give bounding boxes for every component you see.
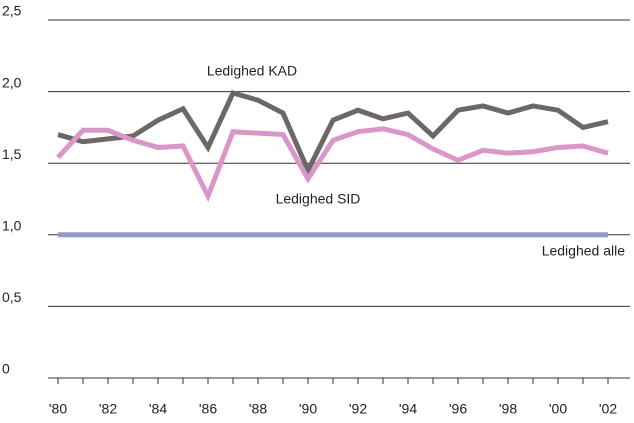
y-tick-label: 1,5 [2,146,22,162]
x-tick-label: '94 [399,401,417,417]
x-tick-label: '96 [449,401,467,417]
series-label: Ledighed SID [276,191,361,207]
x-tick-label: '80 [49,401,67,417]
x-tick-label: '82 [99,401,117,417]
x-tick-label: '84 [149,401,167,417]
y-tick-label: 0,5 [2,289,22,305]
y-tick-label: 2,5 [2,3,22,19]
x-tick-label: '88 [249,401,267,417]
y-tick-label: 1,0 [2,218,22,234]
y-tick-label: 2,0 [2,74,22,90]
x-tick-label: '92 [349,401,367,417]
x-tick-label: '86 [199,401,217,417]
series-line [56,126,609,203]
x-tick-label: '90 [299,401,317,417]
x-tick-label: '98 [499,401,517,417]
y-tick-label: 0 [2,361,10,377]
series-line [57,90,609,177]
x-tick-label: '02 [599,401,617,417]
series-label: Ledighed KAD [207,63,297,79]
series-label: Ledighed alle [542,243,626,259]
x-tick-label: '00 [549,401,567,417]
